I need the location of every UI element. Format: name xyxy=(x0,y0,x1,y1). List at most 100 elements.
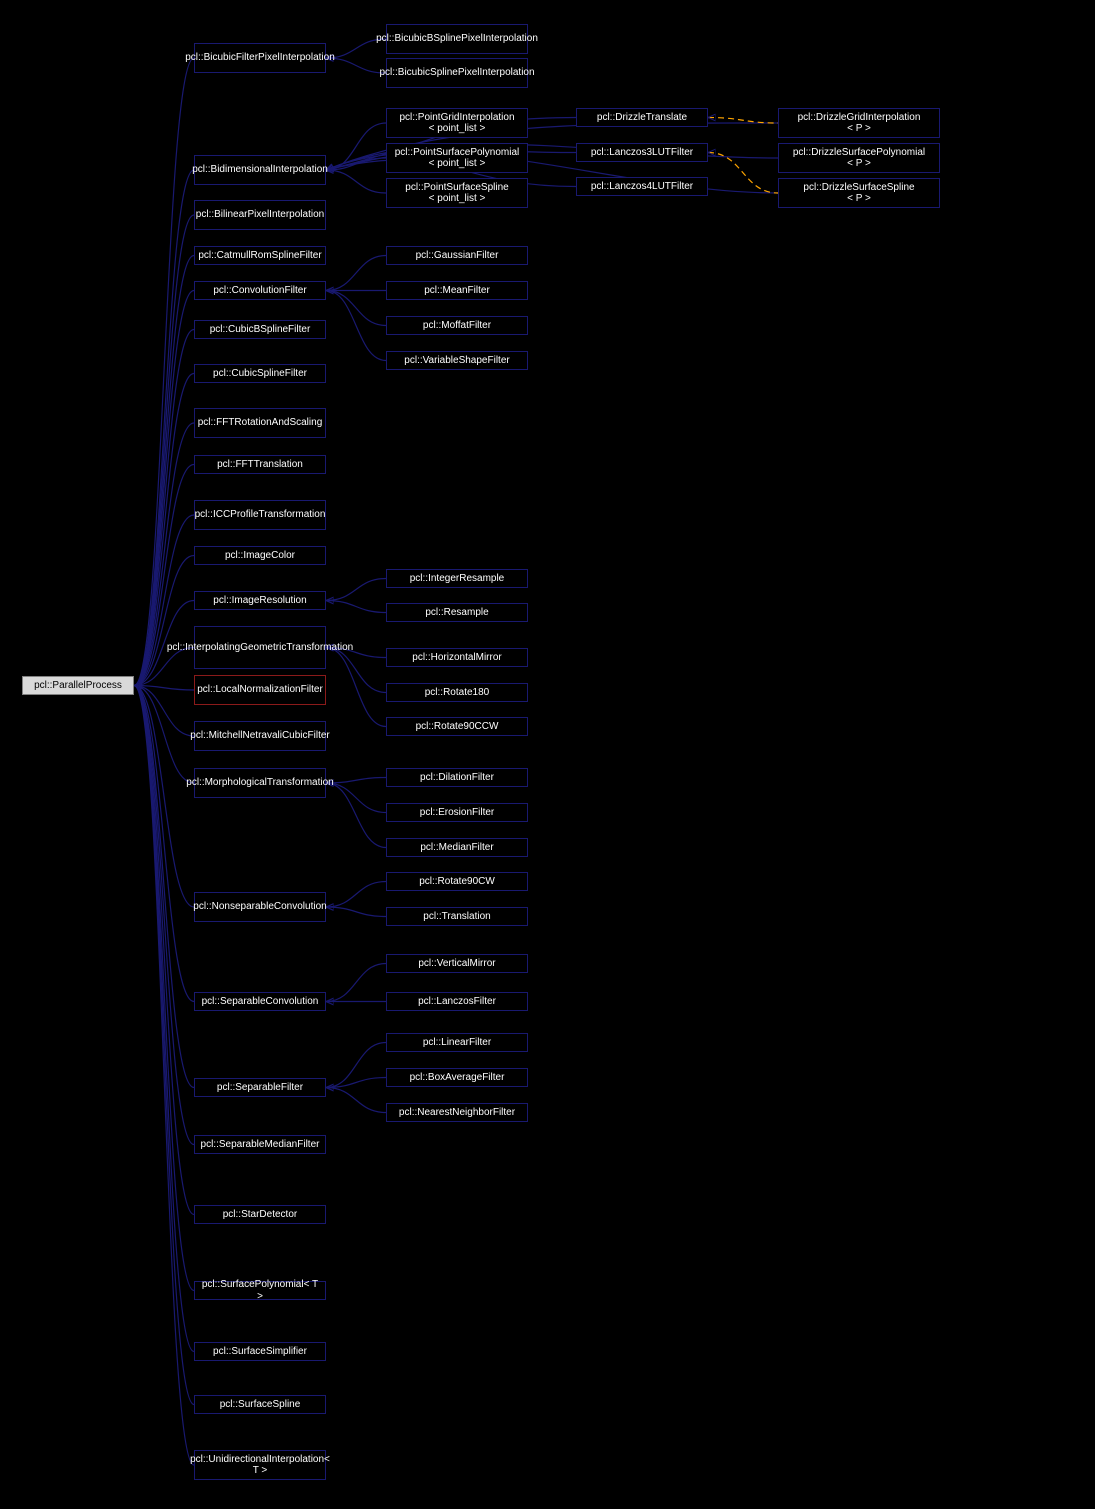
node-c3_16[interactable]: pcl::MedianFilter xyxy=(386,838,528,857)
edge xyxy=(326,256,386,291)
node-c5_0[interactable]: pcl::DrizzleGridInterpolation < P > xyxy=(778,108,940,138)
node-c3_14[interactable]: pcl::DilationFilter xyxy=(386,768,528,787)
node-c2_23[interactable]: pcl::SurfaceSpline xyxy=(194,1395,326,1414)
node-c3_10[interactable]: pcl::Resample xyxy=(386,603,528,622)
node-label: pcl::LinearFilter xyxy=(423,1037,491,1049)
node-c3_3[interactable]: pcl::PointSurfacePolynomial < point_list… xyxy=(386,143,528,173)
node-label: pcl::CatmullRomSplineFilter xyxy=(198,250,321,262)
node-c2_20[interactable]: pcl::StarDetector xyxy=(194,1205,326,1224)
edge xyxy=(326,291,386,326)
node-c2_21[interactable]: pcl::SurfacePolynomial< T > xyxy=(194,1281,326,1300)
node-label: pcl::Translation xyxy=(423,911,490,923)
node-c3_5[interactable]: pcl::GaussianFilter xyxy=(386,246,528,265)
node-c2_17[interactable]: pcl::SeparableConvolution xyxy=(194,992,326,1011)
node-c3_20[interactable]: pcl::LanczosFilter xyxy=(386,992,528,1011)
node-c3_11[interactable]: pcl::HorizontalMirror xyxy=(386,648,528,667)
node-label: pcl::CubicBSplineFilter xyxy=(210,324,311,336)
node-c3_2[interactable]: pcl::PointGridInterpolation < point_list… xyxy=(386,108,528,138)
edge xyxy=(134,686,194,691)
node-c5_2[interactable]: pcl::DrizzleSurfaceSpline < P > xyxy=(778,178,940,208)
node-label: pcl::SurfacePolynomial< T > xyxy=(199,1279,321,1302)
node-label: pcl::FFTTranslation xyxy=(217,459,303,471)
edge xyxy=(326,579,386,601)
node-c3_21[interactable]: pcl::LinearFilter xyxy=(386,1033,528,1052)
edge xyxy=(326,882,386,908)
node-c2_22[interactable]: pcl::SurfaceSimplifier xyxy=(194,1342,326,1361)
node-label: pcl::ImageResolution xyxy=(213,595,306,607)
node-label: pcl::PointGridInterpolation < point_list… xyxy=(399,112,514,135)
node-c2_18[interactable]: pcl::SeparableFilter xyxy=(194,1078,326,1097)
node-c3_9[interactable]: pcl::IntegerResample xyxy=(386,569,528,588)
node-label: pcl::SeparableFilter xyxy=(217,1082,303,1094)
edge xyxy=(134,686,194,737)
node-c4_1[interactable]: pcl::Lanczos3LUTFilter xyxy=(576,143,708,162)
node-c3_22[interactable]: pcl::BoxAverageFilter xyxy=(386,1068,528,1087)
node-c3_15[interactable]: pcl::ErosionFilter xyxy=(386,803,528,822)
node-label: pcl::PointSurfacePolynomial < point_list… xyxy=(395,147,520,170)
node-c2_19[interactable]: pcl::SeparableMedianFilter xyxy=(194,1135,326,1154)
node-label: pcl::MorphologicalTransformation xyxy=(186,777,333,789)
node-label: pcl::Lanczos4LUTFilter xyxy=(591,181,693,193)
node-c3_4[interactable]: pcl::PointSurfaceSpline < point_list > xyxy=(386,178,528,208)
node-c2_10[interactable]: pcl::ImageColor xyxy=(194,546,326,565)
edge xyxy=(134,686,194,784)
node-label: pcl::DrizzleSurfacePolynomial < P > xyxy=(793,147,925,170)
node-c2_16[interactable]: pcl::NonseparableConvolution xyxy=(194,892,326,922)
node-c4_2[interactable]: pcl::Lanczos4LUTFilter xyxy=(576,177,708,196)
edge xyxy=(326,778,386,784)
edge xyxy=(134,686,194,1352)
node-c2_14[interactable]: pcl::MitchellNetravaliCubicFilter xyxy=(194,721,326,751)
node-c2_8[interactable]: pcl::FFTTranslation xyxy=(194,455,326,474)
node-label: pcl::SurfaceSpline xyxy=(220,1399,301,1411)
node-label: pcl::BilinearPixelInterpolation xyxy=(196,209,324,221)
node-c5_1[interactable]: pcl::DrizzleSurfacePolynomial < P > xyxy=(778,143,940,173)
edge xyxy=(134,256,194,686)
node-c2_15[interactable]: pcl::MorphologicalTransformation xyxy=(194,768,326,798)
node-c3_7[interactable]: pcl::MoffatFilter xyxy=(386,316,528,335)
node-c3_0[interactable]: pcl::BicubicBSplinePixelInterpolation xyxy=(386,24,528,54)
node-label: pcl::BicubicBSplinePixelInterpolation xyxy=(376,33,538,45)
node-label: pcl::CubicSplineFilter xyxy=(213,368,307,380)
node-root[interactable]: pcl::ParallelProcess xyxy=(22,676,134,695)
node-c2_1[interactable]: pcl::BidimensionalInterpolation xyxy=(194,155,326,185)
node-c2_13[interactable]: pcl::LocalNormalizationFilter xyxy=(194,675,326,705)
node-c3_13[interactable]: pcl::Rotate90CCW xyxy=(386,717,528,736)
node-c4_0[interactable]: pcl::DrizzleTranslate xyxy=(576,108,708,127)
node-c2_9[interactable]: pcl::ICCProfileTransformation xyxy=(194,500,326,530)
inheritance-graph: pcl::ParallelProcess pcl::BicubicFilterPi… xyxy=(0,0,1095,1509)
node-c3_6[interactable]: pcl::MeanFilter xyxy=(386,281,528,300)
node-c3_8[interactable]: pcl::VariableShapeFilter xyxy=(386,351,528,370)
node-c3_23[interactable]: pcl::NearestNeighborFilter xyxy=(386,1103,528,1122)
edge xyxy=(326,648,386,727)
node-c2_0[interactable]: pcl::BicubicFilterPixelInterpolation xyxy=(194,43,326,73)
edge xyxy=(326,907,386,917)
node-c3_12[interactable]: pcl::Rotate180 xyxy=(386,683,528,702)
node-c2_2[interactable]: pcl::BilinearPixelInterpolation xyxy=(194,200,326,230)
edge xyxy=(134,686,194,1215)
node-c2_12[interactable]: pcl::InterpolatingGeometricTransformatio… xyxy=(194,626,326,669)
node-c3_18[interactable]: pcl::Translation xyxy=(386,907,528,926)
node-label: pcl::FFTRotationAndScaling xyxy=(198,417,323,429)
node-label: pcl::SurfaceSimplifier xyxy=(213,1346,307,1358)
node-c2_5[interactable]: pcl::CubicBSplineFilter xyxy=(194,320,326,339)
node-c2_4[interactable]: pcl::ConvolutionFilter xyxy=(194,281,326,300)
node-label: pcl::MeanFilter xyxy=(424,285,490,297)
node-label: pcl::BicubicFilterPixelInterpolation xyxy=(185,52,335,64)
node-c2_11[interactable]: pcl::ImageResolution xyxy=(194,591,326,610)
node-label: pcl::HorizontalMirror xyxy=(412,652,501,664)
node-c3_19[interactable]: pcl::VerticalMirror xyxy=(386,954,528,973)
edge xyxy=(134,330,194,686)
node-c2_6[interactable]: pcl::CubicSplineFilter xyxy=(194,364,326,383)
node-c3_17[interactable]: pcl::Rotate90CW xyxy=(386,872,528,891)
node-label: pcl::MedianFilter xyxy=(420,842,493,854)
node-label: pcl::Rotate90CW xyxy=(419,876,495,888)
node-label: pcl::IntegerResample xyxy=(410,573,505,585)
edge xyxy=(134,686,194,1405)
node-label: pcl::BidimensionalInterpolation xyxy=(192,164,328,176)
node-c2_3[interactable]: pcl::CatmullRomSplineFilter xyxy=(194,246,326,265)
node-c2_7[interactable]: pcl::FFTRotationAndScaling xyxy=(194,408,326,438)
node-c3_1[interactable]: pcl::BicubicSplinePixelInterpolation xyxy=(386,58,528,88)
node-c2_24[interactable]: pcl::UnidirectionalInterpolation< T > xyxy=(194,1450,326,1480)
edge xyxy=(326,964,386,1002)
node-label: pcl::Lanczos3LUTFilter xyxy=(591,147,693,159)
